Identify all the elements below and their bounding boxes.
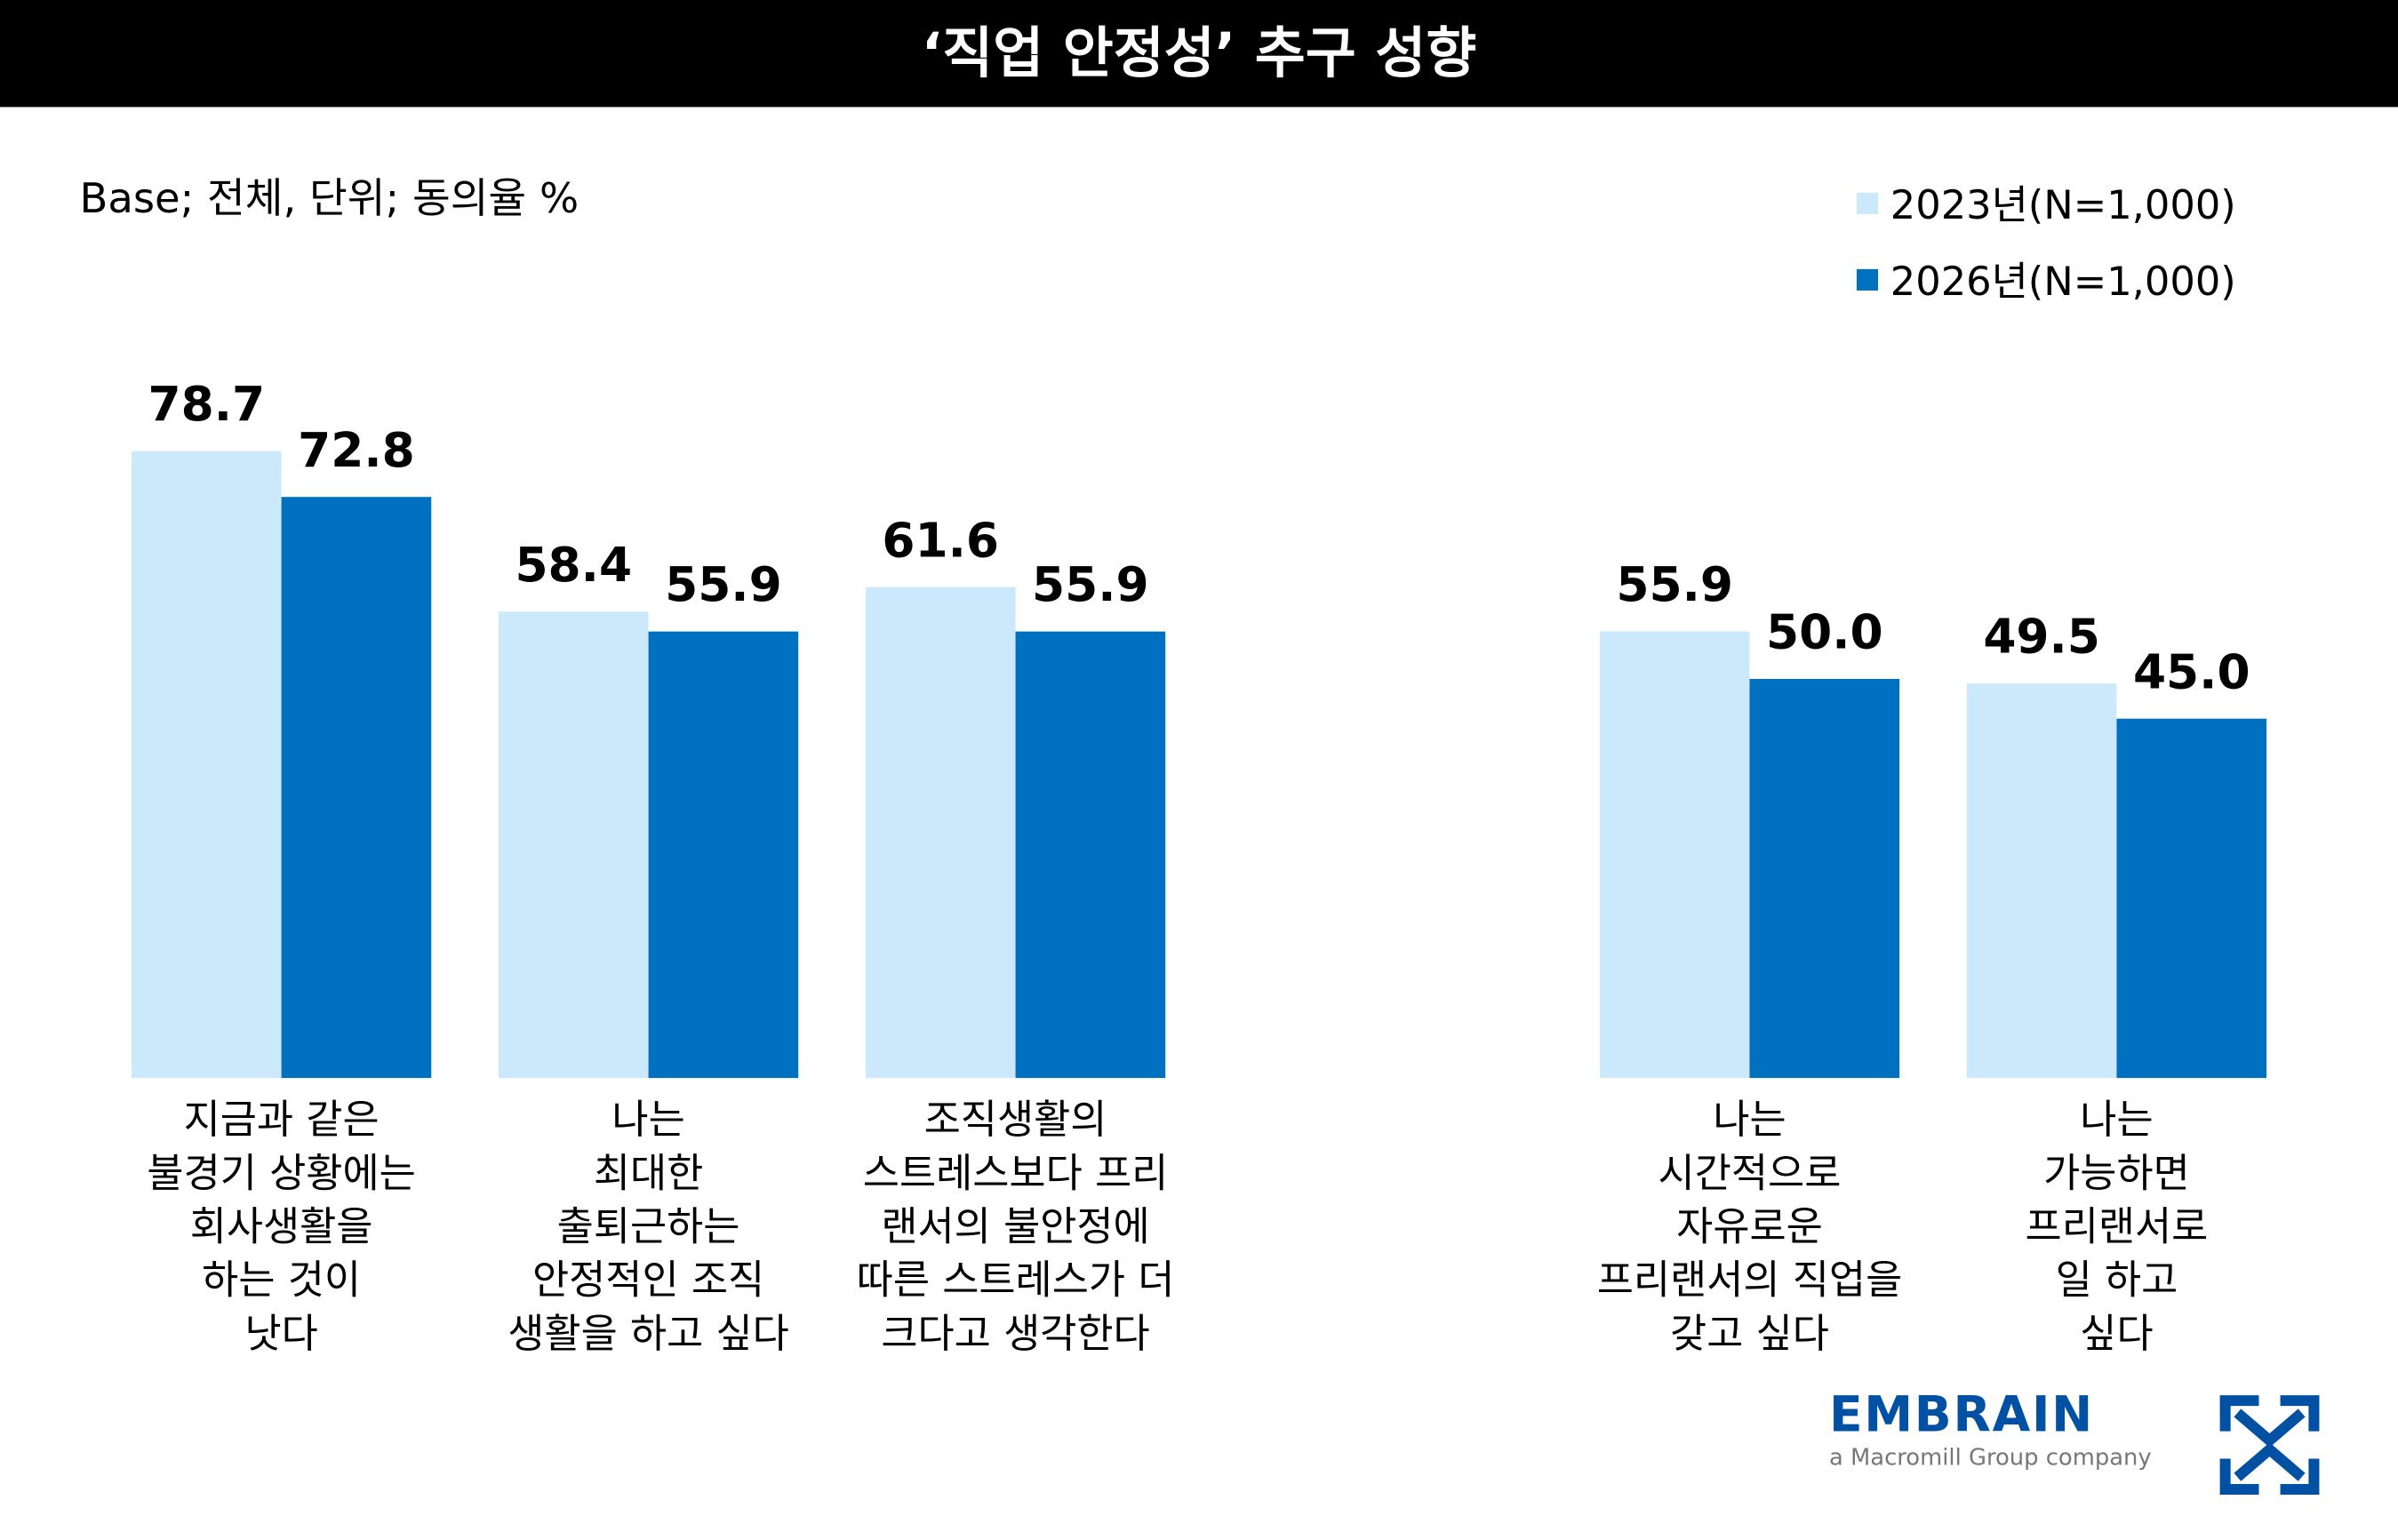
bar-2023-1 [498,612,649,1079]
data-label: 78.7 [148,377,266,433]
data-label: 58.4 [515,539,633,594]
category-label: 지금과 같은 불경기 상황에는 회사생활을 하는 것이 낫다 [147,1097,416,1358]
data-label: 61.6 [882,513,1000,569]
category-label: 나는 시간적으로 자유로운 프리랜서의 직업을 갖고 싶다 [1596,1097,1903,1358]
bar-2023-3 [1599,632,1750,1079]
embrain-logo-icon [2219,1395,2320,1495]
bar-2026-2 [1015,632,1166,1079]
legend-swatch-2026 [1856,267,1879,291]
base-note: Base; 전체, 단위; 동의율 % [79,175,580,224]
bar-2023-0 [131,450,282,1079]
bar-2026-1 [648,632,799,1079]
bar-2026-4 [2116,719,2267,1079]
data-label: 49.5 [1983,610,2100,666]
bar-2026-3 [1749,679,1900,1079]
legend-label-2026: 2026년(N=1,000) [1890,259,2236,307]
data-label: 45.0 [2132,645,2250,701]
logo-wordmark: EMBRAIN [1828,1384,2094,1444]
legend-label-2023: 2023년(N=1,000) [1890,183,2236,230]
bar-2026-0 [281,497,432,1079]
bar-2023-2 [865,586,1016,1079]
data-label: 50.0 [1765,605,1883,661]
page-title: ‘직업 안정성’ 추구 성향 [0,0,2398,108]
data-label: 55.9 [665,558,782,614]
category-label: 나는 최대한 출퇴근하는 안정적인 조직 생활을 하고 싶다 [508,1097,789,1358]
data-label: 55.9 [1032,558,1149,614]
legend-swatch-2023 [1856,191,1879,214]
data-label: 72.8 [298,424,415,480]
category-label: 조직생활의 스트레스보다 프리 랜서의 불안정에 따른 스트레스가 더 크다고 … [856,1097,1175,1358]
bar-2023-4 [1966,682,2117,1079]
logo-tagline: a Macromill Group company [1828,1443,2152,1472]
data-label: 55.9 [1616,558,1733,614]
legend-item-2026: 2026년(N=1,000) [1856,251,2236,307]
legend-item-2023: 2023년(N=1,000) [1856,174,2236,231]
category-label: 나는 가능하면 프리랜서로 일 하고 싶다 [2025,1097,2209,1358]
